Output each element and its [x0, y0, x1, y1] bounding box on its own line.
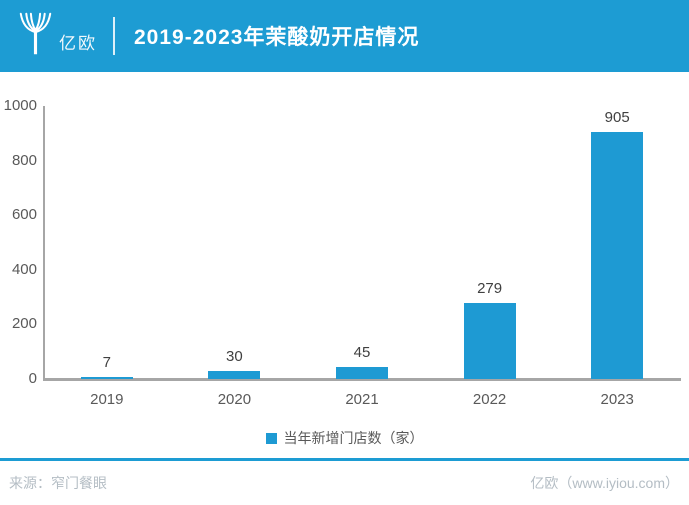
footer-accent-rule — [0, 458, 689, 461]
bar-value-label: 30 — [226, 347, 243, 365]
y-axis-tick-label: 1000 — [3, 97, 37, 114]
bar-value-label: 279 — [477, 279, 503, 297]
bar-2020 — [208, 370, 261, 379]
source-text: 来源：窄门餐眼 — [9, 475, 107, 491]
credit-text: 亿欧（www.iyiou.com） — [530, 475, 679, 491]
chart-legend: 当年新增门店数（家） — [0, 428, 689, 448]
page-title: 2019-2023年茉酸奶开店情况 — [134, 26, 420, 49]
bar-2023 — [591, 131, 644, 379]
yiou-logo-icon — [17, 11, 54, 62]
bar-value-label: 7 — [102, 354, 111, 371]
brand-name: 亿欧 — [59, 33, 97, 53]
bar-value-label: 905 — [604, 108, 630, 126]
header-banner: 亿欧 2019-2023年茉酸奶开店情况 — [0, 0, 689, 72]
y-axis-tick-label: 800 — [11, 151, 37, 169]
y-axis-tick-label: 0 — [28, 370, 37, 387]
x-axis-line — [43, 378, 681, 381]
y-axis-tick-label: 200 — [11, 315, 37, 333]
bar-2021 — [336, 366, 388, 379]
x-axis-label: 2021 — [345, 391, 379, 408]
header-divider — [113, 17, 115, 55]
brand-logo: 亿欧 — [17, 11, 97, 62]
x-axis-label: 2019 — [90, 391, 124, 408]
legend-swatch — [265, 432, 277, 444]
legend-label: 当年新增门店数（家） — [283, 430, 424, 446]
footer: 来源：窄门餐眼 亿欧（www.iyiou.com） — [0, 471, 689, 495]
y-axis-tick-label: 400 — [11, 260, 37, 278]
x-axis-label: 2022 — [472, 391, 507, 408]
x-axis-label: 2023 — [600, 391, 634, 408]
y-axis-line — [43, 106, 45, 381]
bar-2022 — [463, 302, 516, 379]
bar-value-label: 45 — [353, 343, 371, 361]
x-axis-label: 2020 — [217, 391, 252, 408]
bar-2019 — [80, 377, 133, 379]
y-axis-tick-label: 600 — [11, 206, 37, 224]
